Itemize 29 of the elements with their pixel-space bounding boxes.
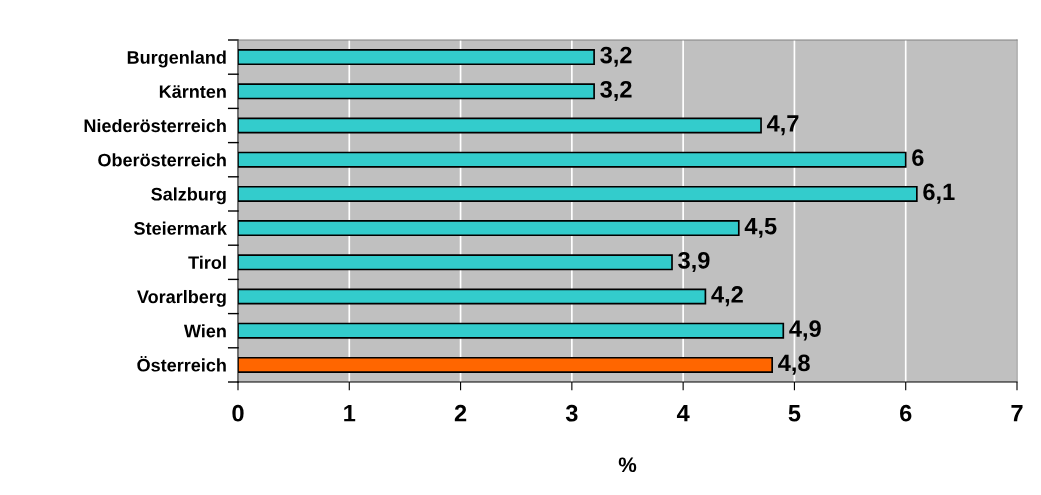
- x-axis-title: %: [618, 457, 637, 473]
- y-tick-label: Burgenland: [127, 50, 226, 68]
- y-tick-label: Vorarlberg: [137, 289, 226, 307]
- x-tick-label: 4: [676, 405, 690, 422]
- data-label: 4,9: [789, 320, 821, 341]
- y-tick-label: Salzburg: [151, 187, 226, 205]
- y-tick-label: Österreich: [137, 356, 226, 372]
- x-tick-label: 3: [565, 404, 578, 422]
- y-tick-label: Kärnten: [159, 85, 226, 99]
- data-label: 4,2: [711, 286, 743, 307]
- data-label: 6: [912, 149, 924, 167]
- x-tick-label: 6: [900, 404, 912, 422]
- data-label: 4,7: [766, 115, 799, 136]
- data-label: 3,2: [600, 46, 632, 67]
- data-label: 4,8: [778, 354, 810, 375]
- y-tick-label: Oberösterreich: [98, 153, 226, 167]
- data-label: 4,5: [744, 217, 777, 238]
- x-tick-label: 2: [454, 404, 467, 422]
- x-tick-label: 5: [788, 405, 801, 422]
- data-label: 6,1: [923, 183, 955, 204]
- y-tick-label: Niederösterreich: [84, 118, 226, 133]
- x-tick-label: 7: [1011, 405, 1023, 422]
- y-tick-label: Steiermark: [134, 221, 227, 235]
- y-tick-label: Tirol: [188, 255, 226, 270]
- x-tick-label: 0: [232, 404, 244, 422]
- x-tick-label: 1: [344, 405, 356, 422]
- data-label: 3,9: [678, 251, 710, 273]
- data-label: 3,2: [600, 80, 632, 102]
- y-tick-label: Wien: [183, 324, 226, 338]
